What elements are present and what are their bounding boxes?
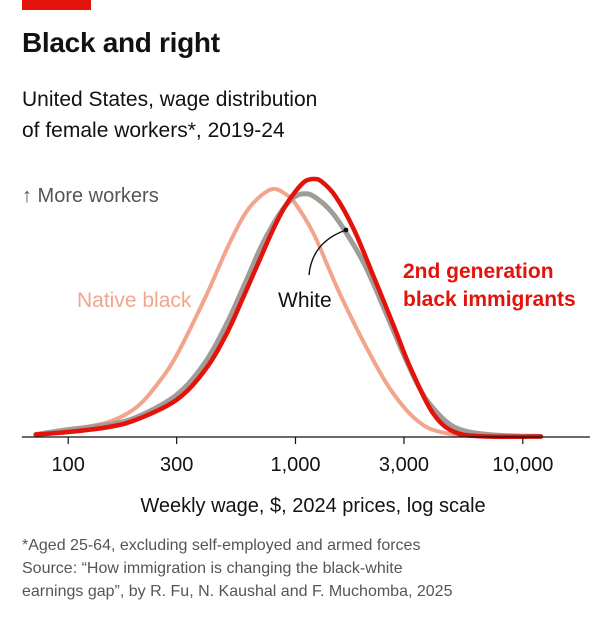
x-axis-ticks: 100 300 1,000 3,000 10,000: [52, 437, 553, 476]
wage-distribution-chart: 100 300 1,000 3,000 10,000 ↑ More workers Na…: [22, 176, 590, 517]
footnote-note: *Aged 25-64, excluding self-employed and…: [22, 537, 421, 554]
series-second-gen-line: [33, 176, 544, 440]
y-axis-label: ↑ More workers: [22, 185, 159, 207]
white-label-leader-dot: [343, 227, 349, 233]
x-tick-label: 10,000: [492, 454, 553, 476]
x-axis-title: Weekly wage, $, 2024 prices, log scale: [140, 495, 485, 517]
subtitle-line-2: of female workers*, 2019-24: [22, 119, 285, 142]
label-second-gen-line-2: black immigrants: [403, 288, 576, 311]
series-native-black-line: [33, 186, 543, 439]
footnote-source-1: Source: “How immigration is changing the…: [22, 560, 403, 577]
series-white-line: [33, 191, 544, 439]
x-tick-label: 100: [52, 454, 85, 476]
label-white: White: [278, 289, 332, 312]
x-tick-label: 3,000: [379, 454, 429, 476]
footnote-source-2: earnings gap”, by R. Fu, N. Kaushal and …: [22, 583, 453, 600]
brand-accent-bar: [22, 0, 91, 10]
label-native-black: Native black: [77, 289, 192, 312]
footnote: *Aged 25-64, excluding self-employed and…: [22, 534, 592, 603]
x-tick-label: 300: [160, 454, 193, 476]
subtitle-line-1: United States, wage distribution: [22, 88, 318, 111]
chart-title: Black and right: [22, 27, 220, 58]
white-label-leader: [308, 229, 347, 276]
chart-subtitle: United States, wage distribution of fema…: [22, 84, 502, 146]
x-tick-label: 1,000: [270, 454, 320, 476]
series-curves: [33, 176, 544, 440]
label-second-gen-line-1: 2nd generation: [403, 260, 554, 283]
